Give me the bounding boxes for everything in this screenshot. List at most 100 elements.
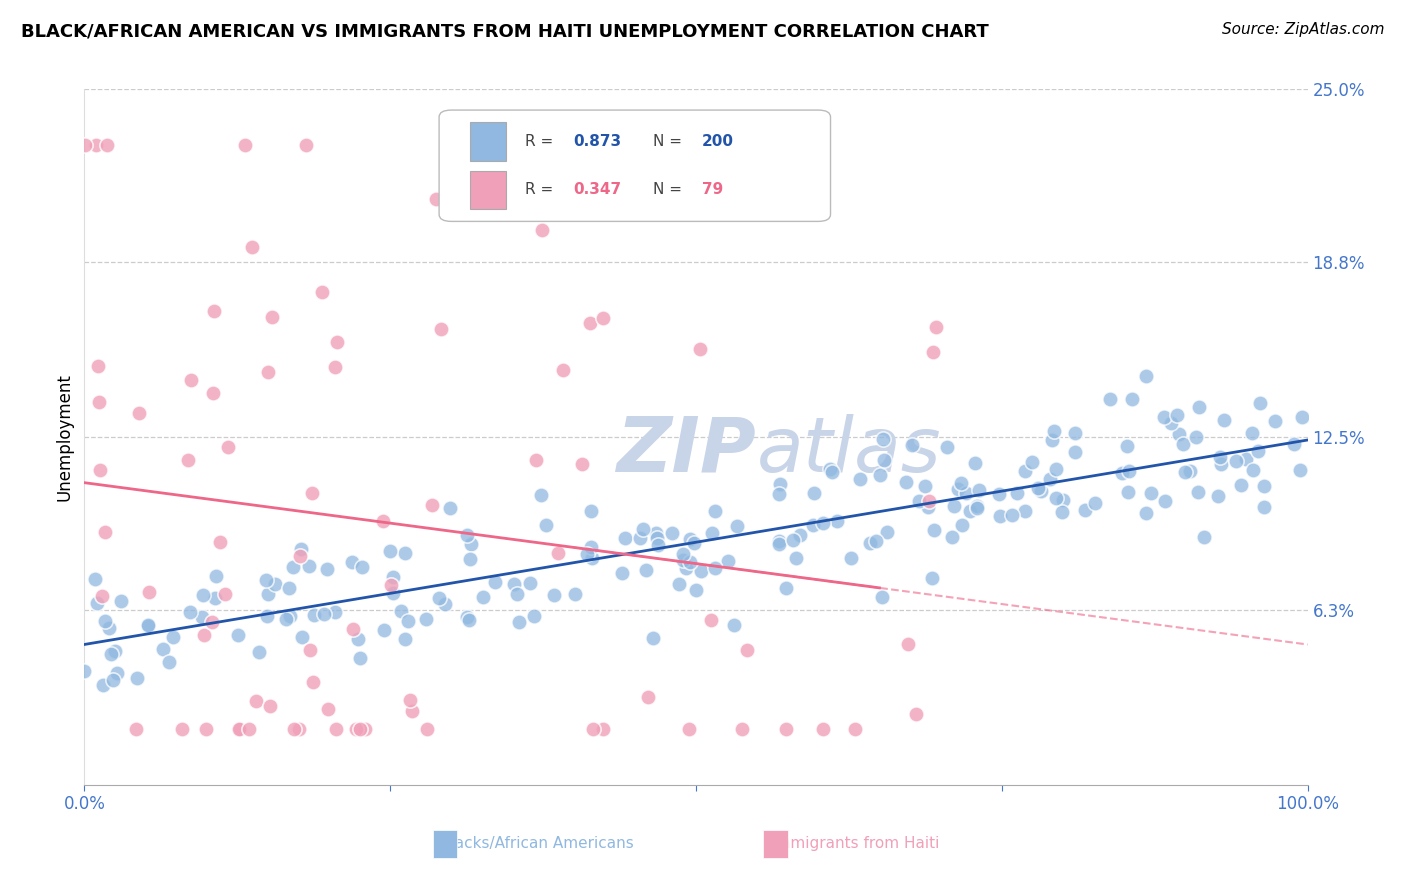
Point	[429, 322, 451, 336]
Point	[136, 618, 159, 632]
Point	[176, 453, 198, 467]
Point	[416, 723, 439, 737]
Point	[679, 555, 702, 569]
Point	[323, 360, 346, 375]
Point	[943, 500, 966, 514]
Point	[316, 562, 339, 576]
Point	[1001, 508, 1024, 522]
Point	[138, 585, 160, 599]
Point	[1174, 465, 1197, 479]
Point	[553, 363, 575, 377]
FancyBboxPatch shape	[470, 122, 506, 161]
Point	[172, 723, 194, 737]
Point	[921, 345, 943, 359]
Point	[1213, 413, 1236, 427]
Point	[869, 467, 891, 482]
Point	[342, 623, 364, 637]
Point	[86, 359, 108, 374]
Point	[1021, 455, 1043, 469]
Text: R =: R =	[524, 134, 558, 149]
Point	[873, 453, 896, 467]
Point	[427, 591, 450, 606]
Point	[257, 365, 280, 379]
Point	[876, 524, 898, 539]
Point	[373, 624, 395, 638]
Point	[380, 578, 402, 592]
Point	[1099, 392, 1122, 407]
Text: 0.873: 0.873	[574, 134, 621, 149]
Point	[1253, 500, 1275, 515]
Point	[291, 630, 314, 644]
Point	[1188, 400, 1211, 414]
Point	[543, 587, 565, 601]
Point	[768, 534, 790, 549]
Point	[1234, 451, 1257, 466]
Point	[91, 677, 114, 691]
FancyBboxPatch shape	[470, 171, 506, 210]
Point	[125, 723, 148, 737]
Point	[735, 643, 758, 657]
Point	[245, 693, 267, 707]
Point	[311, 285, 333, 299]
Point	[1289, 463, 1312, 477]
Point	[456, 610, 478, 624]
Point	[382, 586, 405, 600]
Point	[259, 698, 281, 713]
Point	[226, 628, 249, 642]
Point	[1135, 506, 1157, 520]
Point	[1052, 493, 1074, 508]
Point	[399, 693, 422, 707]
Point	[201, 615, 224, 629]
Text: Blacks/African Americans: Blacks/African Americans	[440, 836, 634, 851]
Point	[581, 550, 603, 565]
Point	[256, 609, 278, 624]
Point	[456, 527, 478, 541]
Point	[288, 723, 311, 737]
Point	[1187, 485, 1209, 500]
Point	[128, 406, 150, 420]
Point	[1135, 368, 1157, 383]
Point	[941, 531, 963, 545]
Point	[675, 561, 697, 575]
Point	[471, 590, 494, 604]
Point	[502, 137, 524, 152]
Point	[415, 612, 437, 626]
Point	[157, 655, 180, 669]
FancyBboxPatch shape	[433, 830, 457, 858]
Point	[1052, 505, 1074, 519]
Text: 0.347: 0.347	[574, 183, 621, 197]
Point	[389, 604, 412, 618]
Point	[228, 723, 250, 737]
Point	[990, 508, 1012, 523]
Point	[396, 614, 419, 628]
FancyBboxPatch shape	[439, 110, 831, 221]
Point	[347, 632, 370, 646]
Point	[775, 723, 797, 737]
Point	[110, 593, 132, 607]
Point	[264, 576, 287, 591]
Point	[1116, 439, 1139, 453]
Point	[425, 192, 447, 206]
Point	[1116, 485, 1139, 500]
Point	[610, 566, 633, 581]
Point	[378, 543, 401, 558]
Point	[825, 514, 848, 528]
Point	[637, 690, 659, 705]
Point	[844, 723, 866, 737]
Point	[201, 386, 224, 401]
Point	[1291, 410, 1313, 425]
Point	[190, 610, 212, 624]
Point	[1264, 414, 1286, 428]
Point	[503, 577, 526, 591]
Point	[1185, 430, 1208, 444]
Point	[1045, 462, 1067, 476]
Point	[950, 517, 973, 532]
Point	[1253, 479, 1275, 493]
Text: N =: N =	[654, 183, 688, 197]
Point	[908, 493, 931, 508]
Point	[523, 608, 546, 623]
Point	[508, 615, 530, 630]
Text: 79: 79	[702, 183, 723, 197]
Point	[73, 137, 96, 152]
Point	[917, 500, 939, 515]
